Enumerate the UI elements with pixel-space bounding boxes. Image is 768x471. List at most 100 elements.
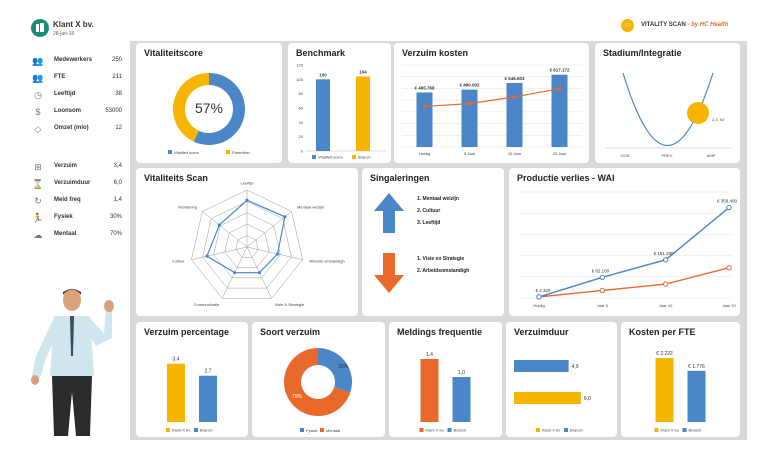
businessman-illustration bbox=[31, 289, 114, 436]
bar bbox=[316, 79, 330, 151]
bar bbox=[687, 370, 706, 422]
x-tick-label: 5 Jaar bbox=[464, 151, 476, 156]
radar-series bbox=[206, 199, 286, 274]
card-title: Singaleringen bbox=[370, 173, 430, 183]
legend-label: Potentieel bbox=[232, 150, 250, 155]
kpi-label: Mentaal bbox=[54, 231, 77, 237]
series-point bbox=[599, 287, 606, 294]
brand-logo: ☺ bbox=[621, 19, 634, 32]
donut-slice-potentieel bbox=[173, 73, 209, 142]
card-vitaliteitscore[interactable]: Vitaliteitscore 57% Vitaliteit score Pot… bbox=[136, 43, 282, 163]
brand-prefix: VITALITY SCAN bbox=[641, 22, 686, 28]
stat-label: Omzet (mio) bbox=[54, 125, 89, 131]
point-value-label: € 151.200 bbox=[654, 251, 675, 256]
point-label: 2,3; 54 bbox=[712, 117, 725, 122]
sidebar-item-meld-freq[interactable]: ↻ Meld freq 1,4 bbox=[32, 195, 122, 207]
radar-ring bbox=[213, 212, 281, 279]
company-logo bbox=[31, 19, 49, 37]
radar-axis-label: Cultuur bbox=[172, 259, 186, 264]
sidebar-item-leeftijd[interactable]: ◷ Leeftijd 38 bbox=[32, 89, 122, 101]
radar-point bbox=[205, 254, 209, 258]
card-verzuim-percentage[interactable]: Verzuim percentage 3,4 2,7 Klant X bv. Bran… bbox=[136, 322, 248, 437]
bar-value-label: 104 bbox=[359, 69, 367, 74]
series-point bbox=[599, 274, 606, 280]
legend-label: Klant X bv. bbox=[661, 428, 680, 433]
benchmark-chart: 0 20 40 60 80 100 120 100 104 Vitaliteit score Bra… bbox=[296, 63, 386, 160]
bar-value-label: 1,4 bbox=[426, 352, 433, 358]
sidebar-item-medewerkers[interactable]: 👥 Medewerkers 250 bbox=[32, 55, 122, 67]
card-soort-verzuim[interactable]: Soort verzuim 30% 70% Fysiek Mentaal bbox=[252, 322, 385, 437]
clock-icon: ◷ bbox=[34, 90, 42, 100]
signal-up-1: 1. Mentaal welzijn bbox=[417, 196, 459, 202]
card-title: Meldings frequentie bbox=[397, 327, 483, 337]
legend-label: Klant X bv. bbox=[542, 428, 561, 433]
card-title: Verzuimduur bbox=[514, 327, 569, 337]
x-tick-label: CON bbox=[621, 153, 630, 158]
radar-axis-label: Mentaal welzijn bbox=[297, 205, 324, 210]
sidebar-item-verzuimduur[interactable]: ⌛ Verzuimduur 6,0 bbox=[32, 178, 122, 190]
series-line bbox=[538, 267, 730, 298]
stat-value: 250 bbox=[111, 57, 122, 63]
kpi-value: 70% bbox=[109, 231, 122, 237]
runner-icon: 🏃 bbox=[32, 213, 44, 223]
stadium-chart: 2,3; 54 CON PREV AMP bbox=[605, 72, 732, 158]
kpi-label: Verzuim bbox=[54, 163, 78, 169]
legend-label: Mentaal bbox=[326, 428, 340, 433]
legend-label: Branch bbox=[454, 428, 467, 433]
sidebar-item-loonsom[interactable]: $ Loonsom 53000 bbox=[32, 106, 122, 118]
point-value-label: € 82.100 bbox=[592, 268, 610, 273]
radar-axis-label: Monitoring bbox=[178, 205, 197, 210]
card-title: Verzuim kosten bbox=[402, 48, 469, 58]
money-bag-icon: $ bbox=[35, 107, 41, 117]
series-point bbox=[662, 257, 669, 263]
legend-label: Klant X bv. bbox=[426, 428, 445, 433]
bar-value-label: € 2.222 bbox=[656, 351, 673, 357]
card-meldings-frequentie[interactable]: Meldings frequentie 1,4 1,0 Klant X bv. Bra… bbox=[389, 322, 502, 437]
bar-value-label: 2,7 bbox=[205, 369, 212, 375]
building-icon bbox=[36, 23, 44, 32]
card-title: Vitaliteitscore bbox=[144, 48, 203, 58]
sidebar-item-fte[interactable]: 👥 FTE 211 bbox=[32, 72, 122, 84]
x-tick-label: Jaar 10 bbox=[659, 303, 673, 308]
company-name: Klant X bv. bbox=[53, 20, 94, 29]
legend-label: Klant X bv. bbox=[172, 428, 191, 433]
card-benchmark[interactable]: Benchmark 0 20 40 60 80 100 120 100 104 Vitalitei… bbox=[288, 43, 391, 163]
bar-value-label: 1,0 bbox=[458, 370, 465, 376]
sidebar-item-fysiek[interactable]: 🏃 Fysiek 30% bbox=[32, 212, 122, 224]
sidebar-item-mentaal[interactable]: ☁ Mentaal 70% bbox=[32, 229, 123, 241]
series-point bbox=[536, 294, 542, 300]
card-verzuimduur[interactable]: Verzuimduur 4,9 6,0 Klant X bv. Branch bbox=[506, 322, 617, 437]
x-tick-label: Jaar 5 bbox=[597, 303, 609, 308]
stat-label: FTE bbox=[54, 74, 66, 80]
radar-axis-label: Arbeids omstandigh. bbox=[309, 259, 345, 264]
bar bbox=[416, 92, 433, 147]
bar bbox=[461, 89, 478, 147]
cycle-icon: ↻ bbox=[34, 196, 42, 206]
radar-point bbox=[275, 252, 280, 256]
card-kosten-per-fte[interactable]: Kosten per FTE € 2.222 € 1.776 Klant X bv.… bbox=[621, 322, 740, 437]
bar bbox=[655, 358, 674, 422]
card-signaleringen[interactable]: Singaleringen 1. Mentaal welzijn 2. Cult… bbox=[362, 168, 504, 316]
productie-chart: Huidig Jaar 5 Jaar 10 Jaar 20 € 4.320 € 82.10… bbox=[519, 191, 738, 308]
stat-label: Medewerkers bbox=[54, 57, 93, 63]
sidebar-item-verzuim[interactable]: ⊞ Verzuim 3,4 bbox=[32, 161, 122, 173]
radar-spoke bbox=[202, 211, 248, 248]
radar-point bbox=[257, 271, 261, 275]
stat-label: Loonsom bbox=[54, 108, 81, 114]
card-verzuim-kosten[interactable]: Verzuim kosten € 465.768 Huidig € 490.002 5… bbox=[394, 43, 589, 163]
card-productie-verlies[interactable]: Productie verlies - WAI Huidig Jaar 5 Jaar… bbox=[509, 168, 740, 316]
radar-axis-label: Leeftijd bbox=[241, 181, 254, 186]
radar-point bbox=[283, 215, 287, 219]
legend-swatch bbox=[312, 155, 316, 159]
radar-point bbox=[217, 223, 221, 227]
x-tick-label: Huidig bbox=[533, 303, 544, 308]
donut-slice-fysiek bbox=[318, 348, 352, 393]
bar-value-label: € 617.172 bbox=[549, 68, 570, 73]
sidebar-item-omzet[interactable]: ◇ Omzet (mio) 12 bbox=[32, 123, 122, 135]
bar-value-label: 4,9 bbox=[572, 364, 579, 370]
card-stadium[interactable]: Stadium/Integratie 2,3; 54 CON PREV AMP bbox=[595, 43, 740, 163]
x-tick-label: Huidig bbox=[419, 151, 430, 156]
card-vitaliteits-scan[interactable]: Vitaliteits Scan Leeftijd Mentaal welzijn… bbox=[136, 168, 358, 316]
radar-spoke bbox=[191, 246, 248, 260]
stadium-point bbox=[687, 102, 709, 124]
